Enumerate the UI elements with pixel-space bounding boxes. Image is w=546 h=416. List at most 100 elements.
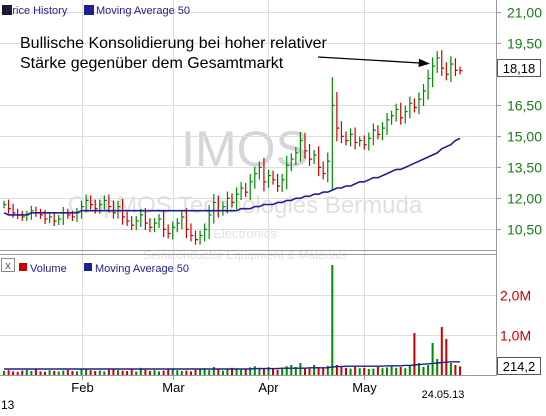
price-axis-labels: 21,00 19,50 16,50 15,00 13,50 12,00 10,50 xyxy=(507,5,542,238)
price-bar xyxy=(222,201,226,216)
volume-legend: x Volume Moving Average 50 xyxy=(1,258,189,275)
volume-bars xyxy=(3,265,461,375)
price-tick-label: 16,50 xyxy=(507,98,542,114)
volume-bar xyxy=(422,367,425,375)
price-bar xyxy=(400,102,404,125)
volume-bar xyxy=(367,369,370,375)
annotation-line-1: Bullische Konsolidierung bei hoher relat… xyxy=(20,35,328,52)
volume-bar xyxy=(294,367,297,375)
price-legend: Price History Moving Average 50 xyxy=(2,5,190,17)
volume-bar xyxy=(381,368,384,375)
volume-bar xyxy=(221,370,224,375)
volume-bar xyxy=(390,366,393,375)
price-bar xyxy=(349,128,354,147)
price-bar xyxy=(450,56,454,83)
volume-close-button[interactable] xyxy=(1,258,15,272)
volume-bar xyxy=(89,370,92,375)
volume-bar xyxy=(176,370,179,375)
volume-bar xyxy=(153,370,156,375)
volume-bar xyxy=(21,370,24,375)
price-bar xyxy=(58,214,62,226)
month-label: Mar xyxy=(162,380,185,395)
price-bar xyxy=(35,206,39,217)
annotation-arrow-line xyxy=(317,56,421,64)
price-bar xyxy=(149,218,153,233)
price-bar xyxy=(158,214,162,229)
price-bar xyxy=(459,66,463,75)
price-bar xyxy=(254,166,258,189)
volume-bar xyxy=(76,371,78,375)
volume-bar xyxy=(39,371,42,375)
volume-bar xyxy=(322,367,325,375)
volume-bar xyxy=(413,333,416,375)
volume-bar xyxy=(80,368,83,375)
price-bar xyxy=(62,206,66,225)
volume-bar xyxy=(299,363,302,375)
volume-bar xyxy=(135,371,138,375)
price-bar xyxy=(436,51,440,73)
price-bar xyxy=(418,92,422,115)
price-bar xyxy=(322,161,326,180)
price-bar xyxy=(441,50,445,76)
volume-bar xyxy=(180,371,183,375)
volume-grid xyxy=(0,295,496,336)
volume-bar xyxy=(34,369,37,375)
volume-bar xyxy=(121,370,124,375)
volume-bar xyxy=(445,339,448,375)
price-tick-label: 19,50 xyxy=(507,36,542,52)
price-bar xyxy=(331,77,335,190)
current-volume-box xyxy=(497,357,541,375)
volume-bar xyxy=(304,367,306,375)
volume-bar xyxy=(98,370,101,375)
volume-ma-swatch xyxy=(84,263,92,271)
price-bar xyxy=(286,155,290,190)
price-bar xyxy=(226,191,230,214)
price-bar xyxy=(67,208,71,219)
volume-bar xyxy=(107,369,110,375)
volume-tick-label: 2,0M xyxy=(500,288,531,304)
price-bar xyxy=(391,110,395,125)
price-bar xyxy=(204,223,208,242)
volume-bar xyxy=(345,367,347,375)
volume-bar xyxy=(217,368,220,375)
price-bar xyxy=(85,194,89,213)
volume-bar xyxy=(262,368,265,375)
price-bar xyxy=(427,69,431,100)
volume-bar xyxy=(3,371,5,375)
volume-bar xyxy=(340,367,343,375)
volume-moving-average-line xyxy=(4,361,460,370)
price-bar xyxy=(21,210,25,221)
current-price-tag: 18,18 xyxy=(497,59,541,77)
price-bar xyxy=(121,198,126,225)
volume-bar xyxy=(431,343,434,375)
price-bar xyxy=(235,187,240,210)
volume-bar xyxy=(167,368,170,375)
volume-bar xyxy=(203,368,206,375)
price-bar xyxy=(117,200,121,219)
price-bar xyxy=(363,135,367,150)
volume-bar xyxy=(253,366,256,375)
volume-bar xyxy=(62,370,65,375)
price-bar xyxy=(144,208,148,230)
price-bar xyxy=(135,216,139,231)
price-bar xyxy=(277,173,281,192)
price-tick-label: 21,00 xyxy=(507,5,542,21)
x-axis-labels: Feb Mar Apr May xyxy=(71,380,377,395)
volume-bar xyxy=(44,371,46,375)
volume-bar xyxy=(212,367,215,375)
volume-bar xyxy=(454,365,457,375)
price-bar xyxy=(340,121,344,144)
annotation-line-2: Stärke gegenüber dem Gesamtmarkt xyxy=(20,55,284,72)
volume-bar xyxy=(226,369,229,375)
volume-bar xyxy=(285,366,288,375)
volume-bar xyxy=(231,367,233,375)
volume-bar xyxy=(427,365,430,375)
price-bar xyxy=(272,170,276,185)
volume-legend: Volume xyxy=(30,263,67,275)
volume-bar xyxy=(190,371,192,375)
volume-bar xyxy=(240,369,243,375)
price-bar xyxy=(153,218,157,233)
volume-bar xyxy=(25,369,28,375)
price-bar xyxy=(231,193,235,208)
price-bars xyxy=(3,50,463,245)
